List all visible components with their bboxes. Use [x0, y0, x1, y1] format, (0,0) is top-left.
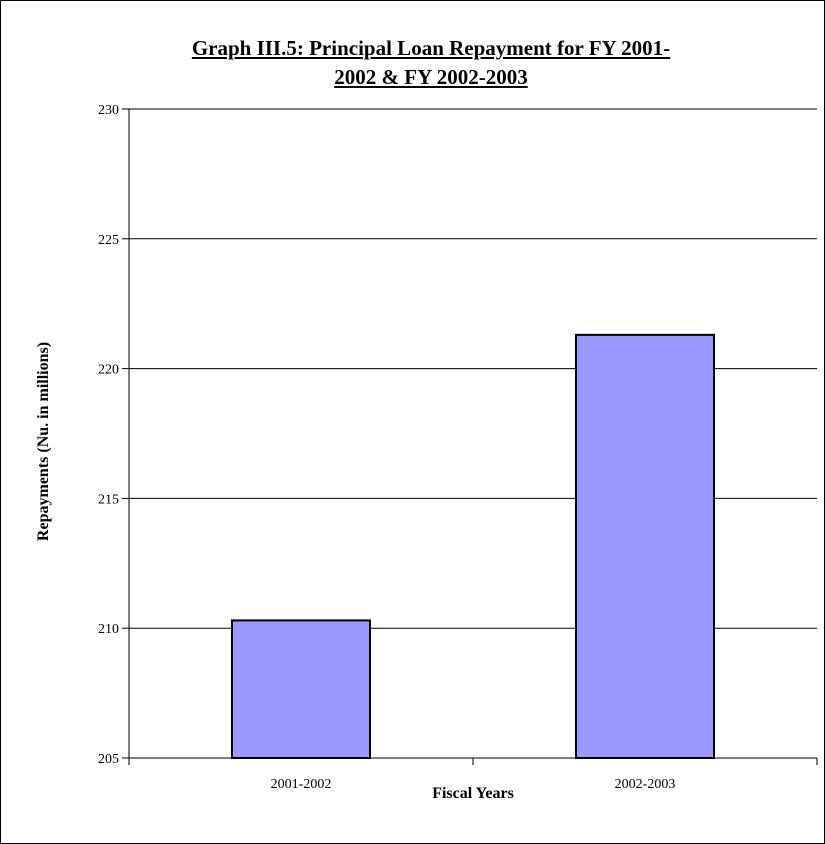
- x-tick-label: 2002-2003: [615, 777, 676, 792]
- x-tick-labels: 2001-2002 2002-2003: [271, 777, 676, 792]
- axes: [122, 108, 818, 765]
- y-axis-title: Repayments (Nu. in millions): [35, 342, 52, 541]
- y-tick-label: 215: [98, 492, 119, 507]
- y-tick-labels: 205 210 215 220 225 230: [98, 103, 119, 767]
- bar-2002-2003: [575, 333, 715, 759]
- y-tick-label: 225: [98, 233, 119, 248]
- y-tick-label: 220: [98, 363, 119, 378]
- x-axis-title: Fiscal Years: [432, 785, 514, 802]
- y-tick-label: 230: [98, 103, 119, 118]
- y-tick-label: 210: [98, 622, 119, 637]
- chart-title-line-2: 2002 & FY 2002-2003: [334, 65, 528, 89]
- y-tick-label: 205: [98, 752, 119, 767]
- bar-2001-2002: [231, 619, 371, 759]
- bars: [231, 333, 715, 759]
- chart-title: Graph III.5: Principal Loan Repayment fo…: [61, 34, 801, 92]
- x-tick-label: 2001-2002: [271, 777, 332, 792]
- chart-title-line-1: Graph III.5: Principal Loan Repayment fo…: [191, 36, 671, 60]
